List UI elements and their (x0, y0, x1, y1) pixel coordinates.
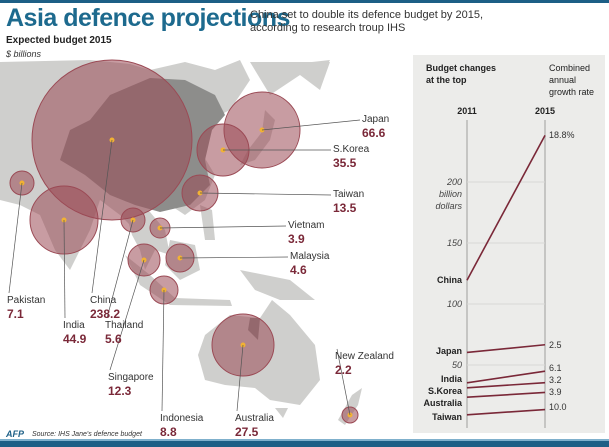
series-line-s-korea (466, 381, 546, 389)
leader-line-australia (236, 344, 244, 412)
country-label-india: India (63, 320, 85, 331)
country-value-australia: 27.5 (235, 425, 259, 439)
leader-line-taiwan (199, 192, 332, 196)
map (0, 59, 362, 425)
country-label-vietnam: Vietnam (288, 220, 325, 231)
top-rule (0, 0, 609, 3)
chart-panel: Budget changes at the top Combined annua… (413, 55, 605, 433)
leader-line-pakistan (8, 182, 23, 294)
series-label-s-korea: S.Korea (428, 386, 463, 396)
growth-rate-australia: 3.9 (549, 387, 562, 397)
series-label-india: India (441, 374, 463, 384)
leader-line-india (63, 219, 66, 319)
country-label-china: China (90, 295, 117, 306)
land-sakhalin (312, 60, 330, 82)
land-tasmania (275, 408, 288, 418)
land-north-east (250, 62, 330, 95)
country-label-singapore: Singapore (108, 372, 154, 383)
page-title: Asia defence projections (6, 4, 290, 32)
series-line-japan (466, 343, 546, 354)
subtitle: China set to double its defence budget b… (250, 9, 484, 34)
growth-rate-china: 18.8% (549, 130, 575, 140)
country-label-japan: Japan (362, 114, 390, 125)
country-value-s-korea: 35.5 (333, 156, 357, 170)
leader-line-new-zealand (336, 348, 351, 416)
afp-logo: AFP (6, 429, 24, 439)
country-label-thailand: Thailand (105, 320, 144, 331)
y-axis-label: billion dollars (435, 189, 462, 211)
series-line-taiwan (466, 408, 546, 416)
leader-line-malaysia (179, 256, 289, 259)
y-tick-150: 150 (447, 238, 462, 248)
country-value-singapore: 12.3 (108, 384, 132, 398)
country-value-china: 238.2 (90, 307, 121, 321)
country-value-thailand: 5.6 (105, 332, 122, 346)
map-title: Expected budget 2015 (6, 35, 112, 46)
country-value-vietnam: 3.9 (288, 232, 305, 246)
country-label-new-zealand: New Zealand (335, 351, 394, 362)
series-label-japan: Japan (436, 346, 462, 356)
rate-header: Combined annual growth rate (549, 63, 595, 97)
leader-line-thailand (106, 219, 134, 319)
series-label-taiwan: Taiwan (432, 412, 462, 422)
leader-line-vietnam (159, 225, 287, 229)
country-value-taiwan: 13.5 (333, 201, 357, 215)
y-tick-200: 200 (446, 177, 462, 187)
year-label-2011: 2011 (457, 106, 477, 116)
source-note: Source: IHS Jane's defence budget (32, 431, 142, 438)
growth-rate-japan: 2.5 (549, 340, 562, 350)
bottom-rule (0, 439, 609, 447)
growth-rate-s-korea: 3.2 (549, 375, 562, 385)
y-tick-50: 50 (452, 360, 462, 370)
country-value-japan: 66.6 (362, 126, 386, 140)
country-label-taiwan: Taiwan (333, 189, 365, 200)
land-sumatra-java (125, 255, 232, 306)
series-line-australia (466, 391, 546, 399)
country-value-indonesia: 8.8 (160, 425, 177, 439)
chart-title: Budget changes at the top (426, 63, 497, 85)
leader-line-japan (261, 119, 361, 131)
land-newguinea (240, 270, 315, 300)
series-line-india (466, 370, 546, 384)
leader-line-singapore (109, 259, 145, 371)
series-label-china: China (437, 275, 463, 285)
country-value-new-zealand: 2.2 (335, 363, 352, 377)
growth-rate-taiwan: 10.0 (549, 402, 567, 412)
country-label-malaysia: Malaysia (290, 251, 330, 262)
series-line-china (466, 135, 546, 281)
country-label-pakistan: Pakistan (7, 295, 46, 306)
land-philippines (200, 205, 215, 240)
country-label-indonesia: Indonesia (160, 413, 204, 424)
growth-rate-india: 6.1 (549, 363, 562, 373)
year-label-2015: 2015 (535, 106, 555, 116)
y-tick-100: 100 (447, 299, 462, 309)
country-value-pakistan: 7.1 (7, 307, 24, 321)
country-label-s-korea: S.Korea (333, 144, 370, 155)
map-unit: $ billions (6, 49, 42, 59)
country-label-australia: Australia (235, 413, 274, 424)
leader-line-china (91, 139, 113, 294)
country-value-india: 44.9 (63, 332, 87, 346)
country-value-malaysia: 4.6 (290, 263, 307, 277)
leader-line-indonesia (161, 289, 165, 412)
series-label-australia: Australia (423, 398, 463, 408)
